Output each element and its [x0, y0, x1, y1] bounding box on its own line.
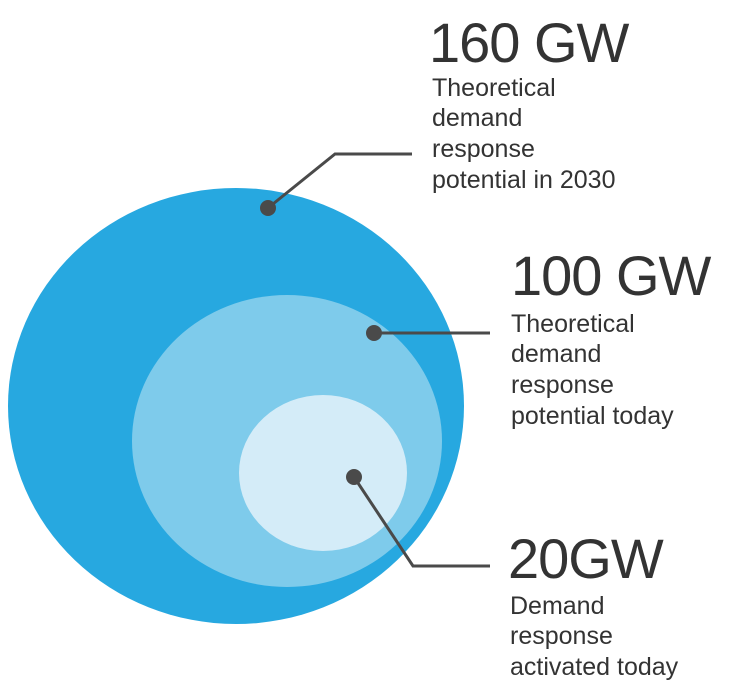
leader-dot-2030 — [260, 200, 276, 216]
description-2030-line-1: Theoretical — [432, 74, 556, 102]
value-2030: 160 GW — [429, 11, 630, 74]
leader-line-2030 — [267, 152, 412, 210]
description-today-line-3: response — [511, 371, 614, 399]
description-2030-line-3: response — [432, 135, 535, 163]
description-2030-line-2: demand — [432, 104, 522, 132]
description-activated-line-3: activated today — [510, 653, 679, 681]
description-today-line-2: demand — [511, 340, 601, 368]
value-today: 100 GW — [511, 244, 712, 307]
description-today-line-4: potential today — [511, 402, 674, 430]
leader-line-activated — [352, 476, 490, 568]
leader-dot-activated — [346, 469, 362, 485]
leader-dot-today — [366, 325, 382, 341]
description-2030-line-4: potential in 2030 — [432, 166, 615, 194]
description-activated-line-1: Demand — [510, 592, 605, 620]
inner-circle — [239, 395, 407, 551]
description-activated-line-2: response — [510, 622, 613, 650]
value-activated: 20GW — [508, 527, 664, 590]
description-today-line-1: Theoretical — [511, 310, 635, 338]
